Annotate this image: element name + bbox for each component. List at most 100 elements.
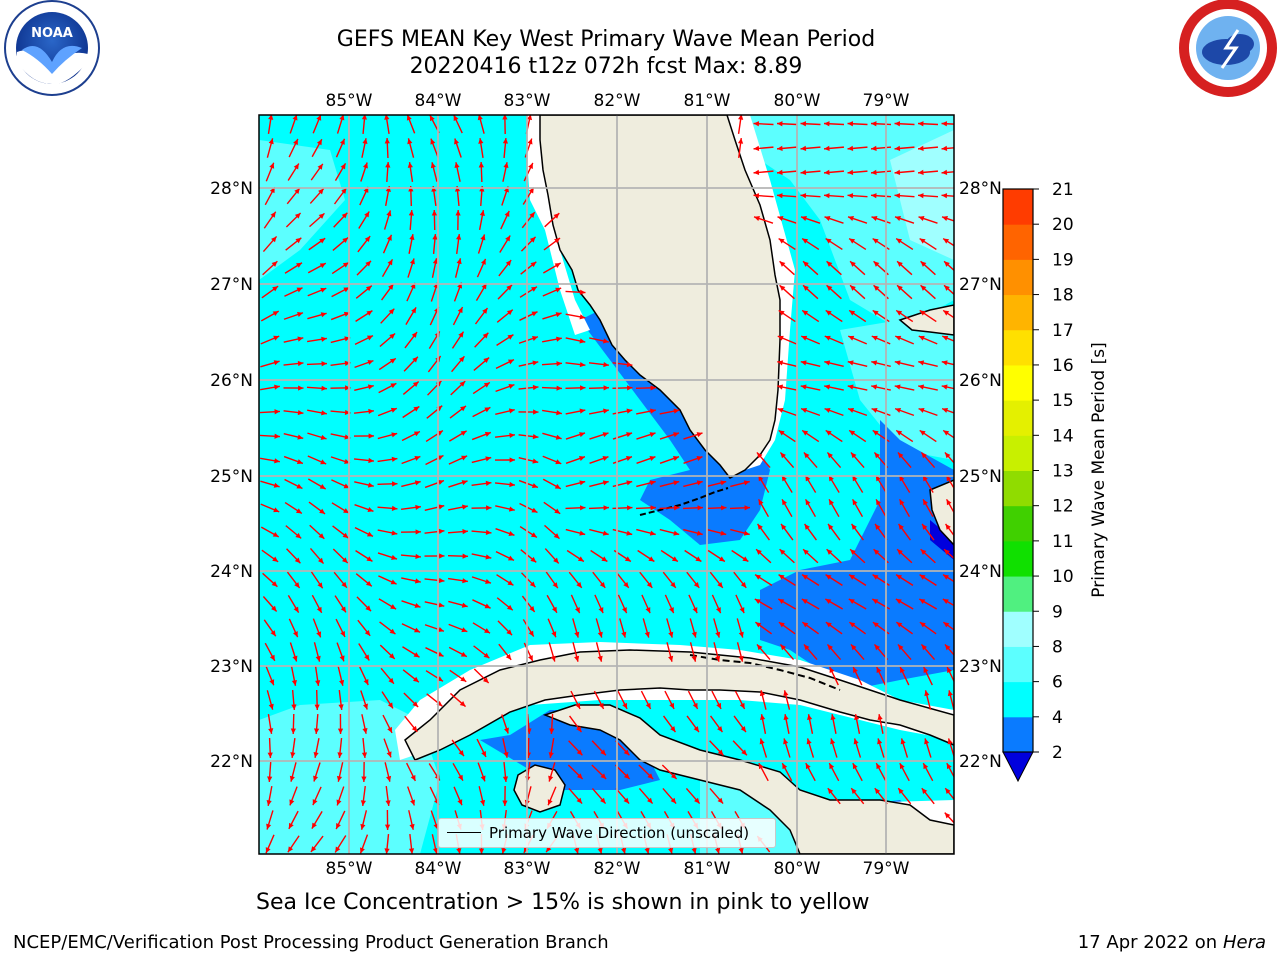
wave-arrow-head: [438, 602, 445, 608]
wave-arrow-head: [268, 703, 274, 710]
wave-arrow-head: [621, 847, 627, 854]
wave-arrow-head: [576, 773, 583, 779]
land-florida: [539, 115, 781, 479]
colorbar-tick-label: 21: [1052, 180, 1074, 200]
wave-arrow-head: [345, 385, 351, 391]
wave-arrow-head: [827, 452, 833, 459]
wave-arrow-head: [270, 630, 276, 637]
wave-arrow-head: [294, 582, 300, 588]
wave-arrow-head: [364, 211, 370, 218]
wave-arrow-head: [692, 702, 698, 709]
wave-arrow-head: [359, 847, 365, 854]
wave-arrow-head: [742, 556, 749, 562]
wave-arrow-head: [717, 726, 723, 733]
wave-arrow-head: [626, 361, 633, 368]
lat-labels-left: 28°N 27°N 26°N 25°N 24°N 23°N 22°N: [210, 179, 253, 772]
wave-arrow-head: [896, 238, 903, 244]
wave-arrow-head: [943, 622, 950, 628]
colorbar-segment: [1003, 611, 1033, 647]
wave-arrow-head: [461, 455, 468, 461]
wave-arrow-head: [482, 332, 489, 339]
footer-host: Hera: [1222, 932, 1266, 953]
wave-arrow-head: [825, 310, 832, 316]
wave-arrow-head: [458, 331, 464, 338]
wave-arrow-head: [315, 655, 321, 662]
wave-arrow-head: [847, 121, 854, 127]
wave-arrow-head: [366, 556, 373, 562]
wave-arrow-head: [803, 452, 810, 459]
wave-arrow-head: [290, 728, 296, 734]
wave-arrow-head: [645, 607, 651, 614]
wave-arrow-head: [673, 480, 680, 486]
wave-arrow-head: [646, 581, 653, 588]
wave-arrow-head: [410, 774, 416, 781]
wave-arrow-head: [413, 676, 419, 683]
colorbar: 2 4 6 8 9 10 11 12 13 14 15 16 17 18 19 20 21 Primary Wa…: [1002, 180, 1109, 783]
wave-arrow-head: [649, 480, 656, 486]
wave-arrow-head: [485, 456, 492, 462]
wave-arrow-head: [509, 432, 515, 439]
wave-arrow-head: [944, 549, 950, 555]
noaa-logo-icon: NOAA: [4, 0, 100, 96]
colorbar-segment: [1003, 400, 1033, 436]
colorbar-segments: [1003, 189, 1033, 753]
wave-arrow-head: [920, 549, 927, 555]
wave-arrow-head: [696, 456, 703, 461]
colorbar-segment: [1003, 646, 1033, 683]
wave-arrow-head: [364, 630, 371, 636]
wave-arrow-head: [872, 238, 879, 244]
wave-arrow-head: [461, 480, 468, 486]
wave-arrow-head: [414, 480, 421, 486]
wave-arrow-head: [894, 384, 901, 390]
wave-arrow-head: [341, 212, 348, 219]
lat-label: 23°N: [210, 657, 253, 677]
wave-arrow-head: [650, 505, 656, 511]
wave-arrow-head: [508, 555, 515, 561]
wave-arrow-head: [554, 262, 561, 268]
wave-arrow-head: [579, 480, 586, 486]
colorbar-tick-label: 17: [1052, 321, 1074, 341]
wave-arrow-head: [897, 452, 904, 459]
lat-label: 27°N: [210, 275, 253, 295]
wave-arrow-head: [871, 169, 877, 175]
colorbar-segment: [1003, 189, 1033, 225]
wave-arrow-head: [897, 261, 903, 267]
wave-arrow-head: [507, 580, 514, 586]
wave-arrow-head: [361, 752, 368, 758]
wave-arrow-head: [310, 846, 317, 852]
colorbar-tick-label: 14: [1052, 426, 1074, 446]
wave-arrow-head: [575, 702, 581, 709]
wave-arrow-head: [555, 434, 562, 440]
noaa-logo-text: NOAA: [31, 26, 73, 41]
wave-arrow-head: [437, 651, 444, 657]
wave-arrow-head: [780, 452, 786, 459]
wave-arrow-head: [274, 409, 280, 415]
wave-arrow-head: [802, 430, 809, 436]
wave-arrow-head: [391, 456, 398, 462]
wave-arrow-head: [850, 644, 857, 651]
wave-arrow-head: [292, 655, 298, 662]
wave-arrow-head: [778, 310, 785, 316]
wave-arrow-head: [365, 285, 372, 292]
wave-arrow-head: [828, 475, 834, 482]
wave-arrow-head: [599, 581, 606, 588]
wave-arrow-head: [293, 138, 298, 145]
wave-arrow-head: [531, 311, 538, 317]
wave-arrow-head: [826, 261, 833, 267]
wave-arrow-head: [361, 115, 368, 120]
wave-arrow-head: [871, 360, 878, 366]
wave-arrow-head: [413, 431, 420, 437]
wave-arrow-head: [825, 238, 832, 244]
wave-arrow-head: [597, 631, 603, 638]
wave-arrow-head: [946, 499, 952, 506]
wave-arrow-head: [406, 115, 412, 121]
colorbar-under-triangle: [1002, 751, 1034, 783]
wave-arrow-head: [918, 335, 925, 341]
wave-arrow-head: [413, 652, 420, 658]
wave-arrow-head: [274, 458, 280, 464]
wave-arrow-head: [271, 581, 278, 587]
wave-arrow-head: [529, 212, 535, 219]
wave-arrow-head: [430, 162, 436, 169]
wave-arrow-head: [598, 702, 604, 709]
